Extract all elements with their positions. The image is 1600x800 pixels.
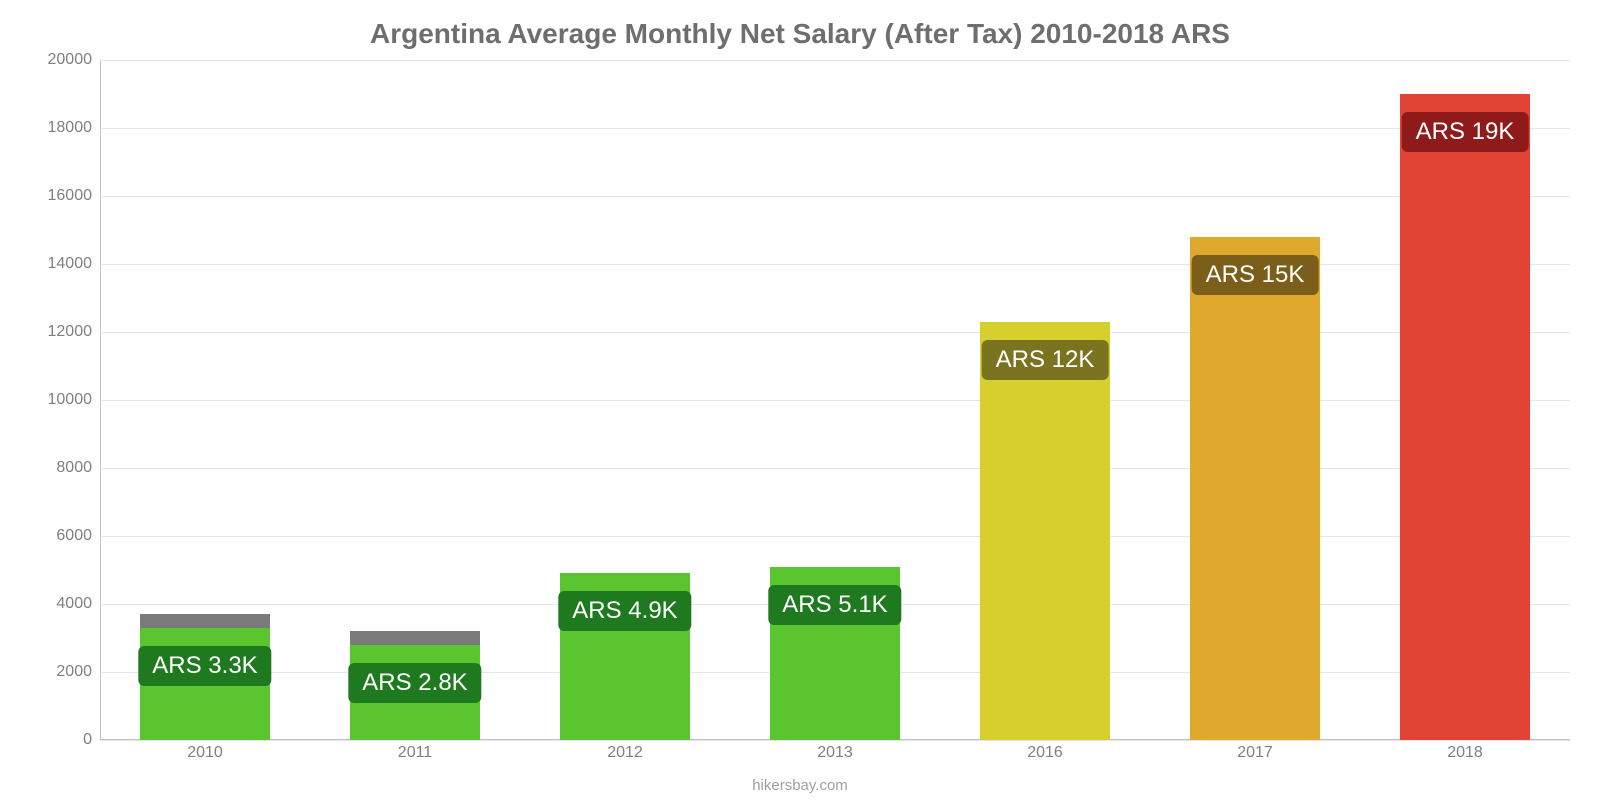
x-tick-label: 2018 <box>1447 744 1483 762</box>
y-tick-label: 18000 <box>22 119 92 137</box>
value-badge: ARS 5.1K <box>768 585 901 625</box>
bar: ARS 5.1K <box>770 567 900 740</box>
bar: ARS 19K <box>1400 94 1530 740</box>
y-tick-label: 6000 <box>22 527 92 545</box>
value-badge: ARS 4.9K <box>558 591 691 631</box>
value-badge: ARS 12K <box>982 340 1109 380</box>
x-tick-label: 2011 <box>398 744 432 762</box>
x-tick-label: 2012 <box>607 744 643 762</box>
x-tick-label: 2013 <box>817 744 853 762</box>
bar: ARS 12K <box>980 322 1110 740</box>
y-tick-label: 20000 <box>22 51 92 69</box>
value-badge: ARS 2.8K <box>348 663 481 703</box>
y-tick-label: 16000 <box>22 187 92 205</box>
y-tick-label: 8000 <box>22 459 92 477</box>
bar: ARS 3.3K <box>140 628 270 740</box>
chart-plot-area: 0200040006000800010000120001400016000180… <box>100 60 1570 740</box>
bar: ARS 15K <box>1190 237 1320 740</box>
attribution-text: hikersbay.com <box>0 777 1600 794</box>
gridline <box>100 740 1570 741</box>
y-tick-label: 12000 <box>22 323 92 341</box>
value-badge: ARS 19K <box>1402 112 1529 152</box>
y-tick-label: 4000 <box>22 595 92 613</box>
bar-top-cap <box>350 631 480 645</box>
value-badge: ARS 3.3K <box>138 646 271 686</box>
x-tick-label: 2010 <box>187 744 223 762</box>
y-tick-label: 2000 <box>22 663 92 681</box>
y-tick-label: 14000 <box>22 255 92 273</box>
x-tick-label: 2017 <box>1237 744 1273 762</box>
bar: ARS 2.8K <box>350 645 480 740</box>
bar: ARS 4.9K <box>560 573 690 740</box>
chart-title: Argentina Average Monthly Net Salary (Af… <box>0 0 1600 54</box>
bar-top-cap <box>140 614 270 628</box>
value-badge: ARS 15K <box>1192 255 1319 295</box>
y-tick-label: 0 <box>22 731 92 749</box>
x-tick-label: 2016 <box>1027 744 1063 762</box>
y-tick-label: 10000 <box>22 391 92 409</box>
